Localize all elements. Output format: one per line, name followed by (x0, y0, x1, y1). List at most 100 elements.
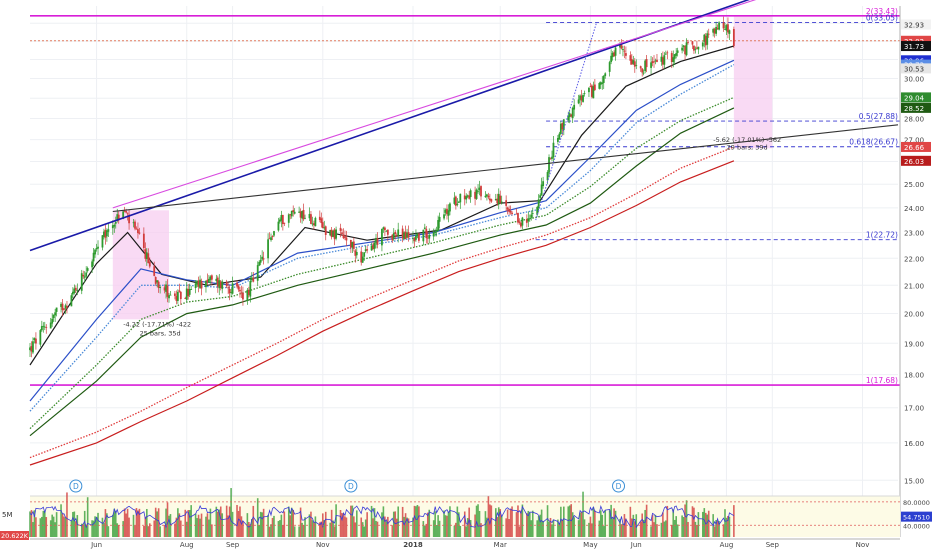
candle-body (239, 289, 241, 292)
volume-bar (153, 520, 156, 537)
price-label: 32.93 (904, 22, 924, 30)
volume-bar (289, 515, 292, 537)
candle-body (691, 41, 694, 45)
volume-bar (382, 506, 385, 537)
candle-body (625, 53, 627, 56)
volume-bar (622, 523, 624, 537)
candle-body (301, 211, 303, 219)
measure-annotation: 25 bars, 35d (140, 330, 181, 338)
candle-body (428, 234, 431, 239)
volume-bar (685, 500, 688, 537)
volume-bar (273, 515, 275, 537)
candle-body (76, 290, 79, 291)
candle-body (273, 231, 275, 236)
candle-body (304, 217, 306, 219)
candle-body (645, 59, 648, 68)
moving-average-line-7 (29, 160, 735, 466)
volume-bar (75, 521, 77, 537)
volume-bar (407, 518, 410, 537)
candle-body (268, 238, 271, 240)
candle-body (386, 229, 389, 235)
y-tick-label: 18.00 (904, 372, 924, 380)
candle-body (261, 256, 264, 260)
candle-body (559, 123, 562, 134)
candle-body (63, 308, 65, 310)
candle-body (706, 33, 709, 45)
volume-bar (290, 507, 293, 537)
volume-bar (604, 510, 607, 537)
candle-body (349, 239, 352, 248)
volume-bar (558, 523, 561, 537)
candle-body (142, 233, 145, 249)
candle-body (506, 207, 509, 210)
volume-bar (339, 510, 342, 537)
volume-bar (146, 508, 148, 537)
volume-bar (608, 510, 611, 537)
candle-body (660, 56, 663, 62)
candle-body (281, 214, 284, 225)
volume-bar (418, 506, 420, 537)
candle-body (122, 211, 125, 219)
volume-bar (520, 510, 522, 537)
candle-body (654, 60, 657, 62)
candle-body (190, 289, 193, 290)
volume-bar (135, 508, 138, 537)
y-tick-label: 19.00 (904, 340, 924, 348)
candle-body (661, 57, 664, 65)
candle-body (713, 28, 716, 34)
volume-bar (188, 510, 191, 537)
candle-body (111, 225, 114, 229)
volume-bar (94, 516, 96, 537)
volume-bar (187, 510, 190, 537)
candle-body (728, 30, 731, 34)
candle-body (174, 293, 176, 296)
candle-body (85, 272, 88, 277)
candle-body (407, 232, 410, 238)
candle-body (97, 246, 99, 249)
volume-bar (551, 524, 553, 537)
candle-body (310, 214, 312, 224)
volume-bar (577, 520, 580, 537)
price-label-box (901, 92, 931, 103)
volume-bar (184, 509, 187, 537)
volume-bar (218, 509, 221, 537)
volume-bar (391, 525, 394, 537)
volume-bar (355, 510, 358, 537)
volume-bar (706, 514, 709, 537)
volume-bar (508, 519, 510, 537)
candle-body (487, 195, 490, 198)
candle-body (610, 55, 613, 63)
candle-body (168, 295, 170, 299)
volume-bar (465, 526, 468, 537)
candle-body (580, 95, 583, 101)
candle-body (484, 195, 487, 198)
candle-body (344, 236, 346, 238)
volume-bar (353, 516, 355, 537)
candle-body (611, 52, 614, 58)
candle-body (480, 186, 482, 197)
volume-bar (344, 516, 346, 537)
volume-bar (200, 513, 203, 537)
candle-body (394, 231, 397, 235)
volume-bar (137, 510, 139, 537)
volume-bar (319, 522, 321, 537)
candle-body (219, 281, 222, 288)
volume-bar (177, 508, 179, 537)
volume-bar (589, 516, 592, 537)
candle-body (101, 235, 104, 248)
candle-body (313, 223, 315, 226)
candle-body (199, 279, 201, 289)
candle-body (468, 195, 471, 199)
candle-body (228, 288, 231, 294)
volume-bar (406, 517, 408, 537)
volume-bar (424, 525, 426, 537)
candle-body (73, 288, 76, 294)
volume-bar (231, 511, 234, 537)
candle-body (432, 232, 435, 237)
candle-body (227, 287, 230, 289)
volume-bar (434, 511, 436, 537)
candle-body (60, 303, 62, 307)
volume-bar (531, 510, 534, 537)
volume-bar (123, 508, 126, 537)
candle-body (258, 261, 261, 266)
